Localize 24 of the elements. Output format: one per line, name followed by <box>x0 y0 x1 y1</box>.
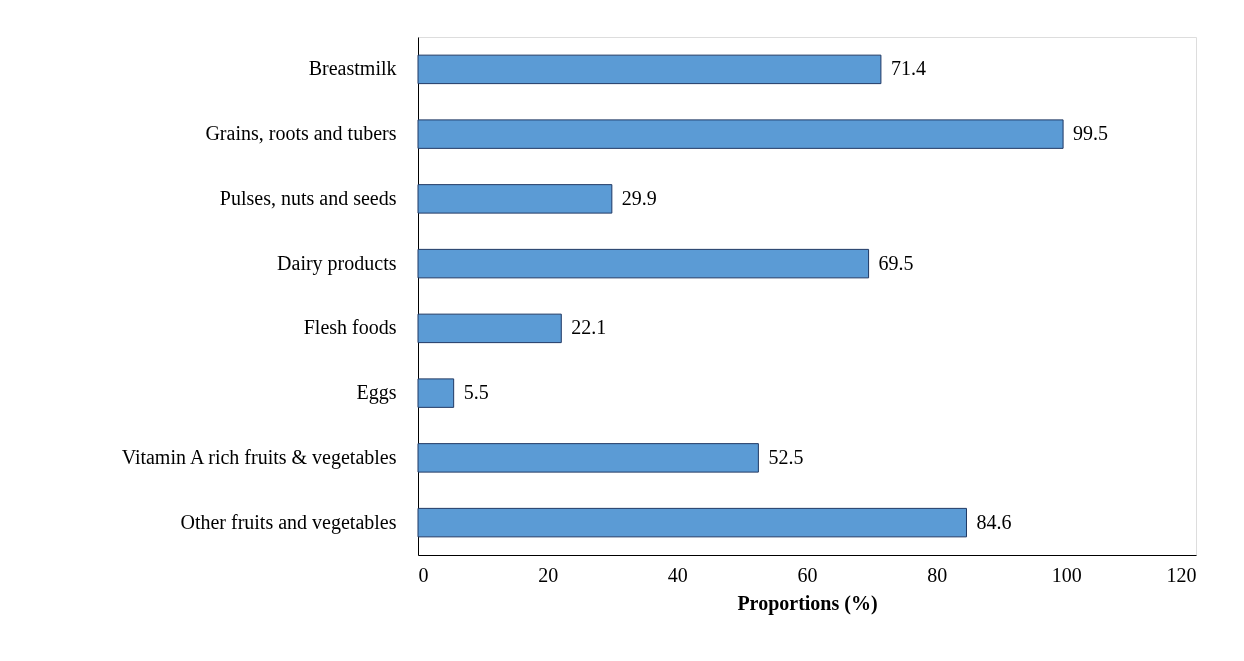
data-label: 69.5 <box>878 251 914 274</box>
data-label: 22.1 <box>571 316 607 339</box>
x-tick-label: 0 <box>418 563 429 586</box>
x-tick-label: 80 <box>927 563 948 586</box>
x-tick-label: 120 <box>1166 563 1197 586</box>
data-label: 5.5 <box>463 381 489 404</box>
x-tick-label: 40 <box>667 563 688 586</box>
y-tick-label: Grains, roots and tubers <box>205 122 397 145</box>
data-label: 29.9 <box>621 186 657 209</box>
x-axis-title: Proportions (%) <box>737 591 878 615</box>
x-tick-label: 20 <box>538 563 559 586</box>
y-tick-label: Other fruits and vegetables <box>180 510 397 534</box>
y-tick-label: Vitamin A rich fruits & vegetables <box>121 445 397 469</box>
x-tick-label: 60 <box>797 563 818 586</box>
data-label: 84.6 <box>976 510 1012 533</box>
y-tick-label: Flesh foods <box>303 316 397 339</box>
data-label: 52.5 <box>768 445 804 468</box>
y-tick-label: Pulses, nuts and seeds <box>219 186 397 209</box>
y-tick-label: Breastmilk <box>308 57 397 80</box>
y-tick-label: Eggs <box>356 381 397 405</box>
y-tick-label: Dairy products <box>277 251 397 275</box>
data-label: 71.4 <box>890 57 926 80</box>
data-label: 99.5 <box>1073 122 1109 145</box>
x-tick-label: 100 <box>1051 563 1082 586</box>
